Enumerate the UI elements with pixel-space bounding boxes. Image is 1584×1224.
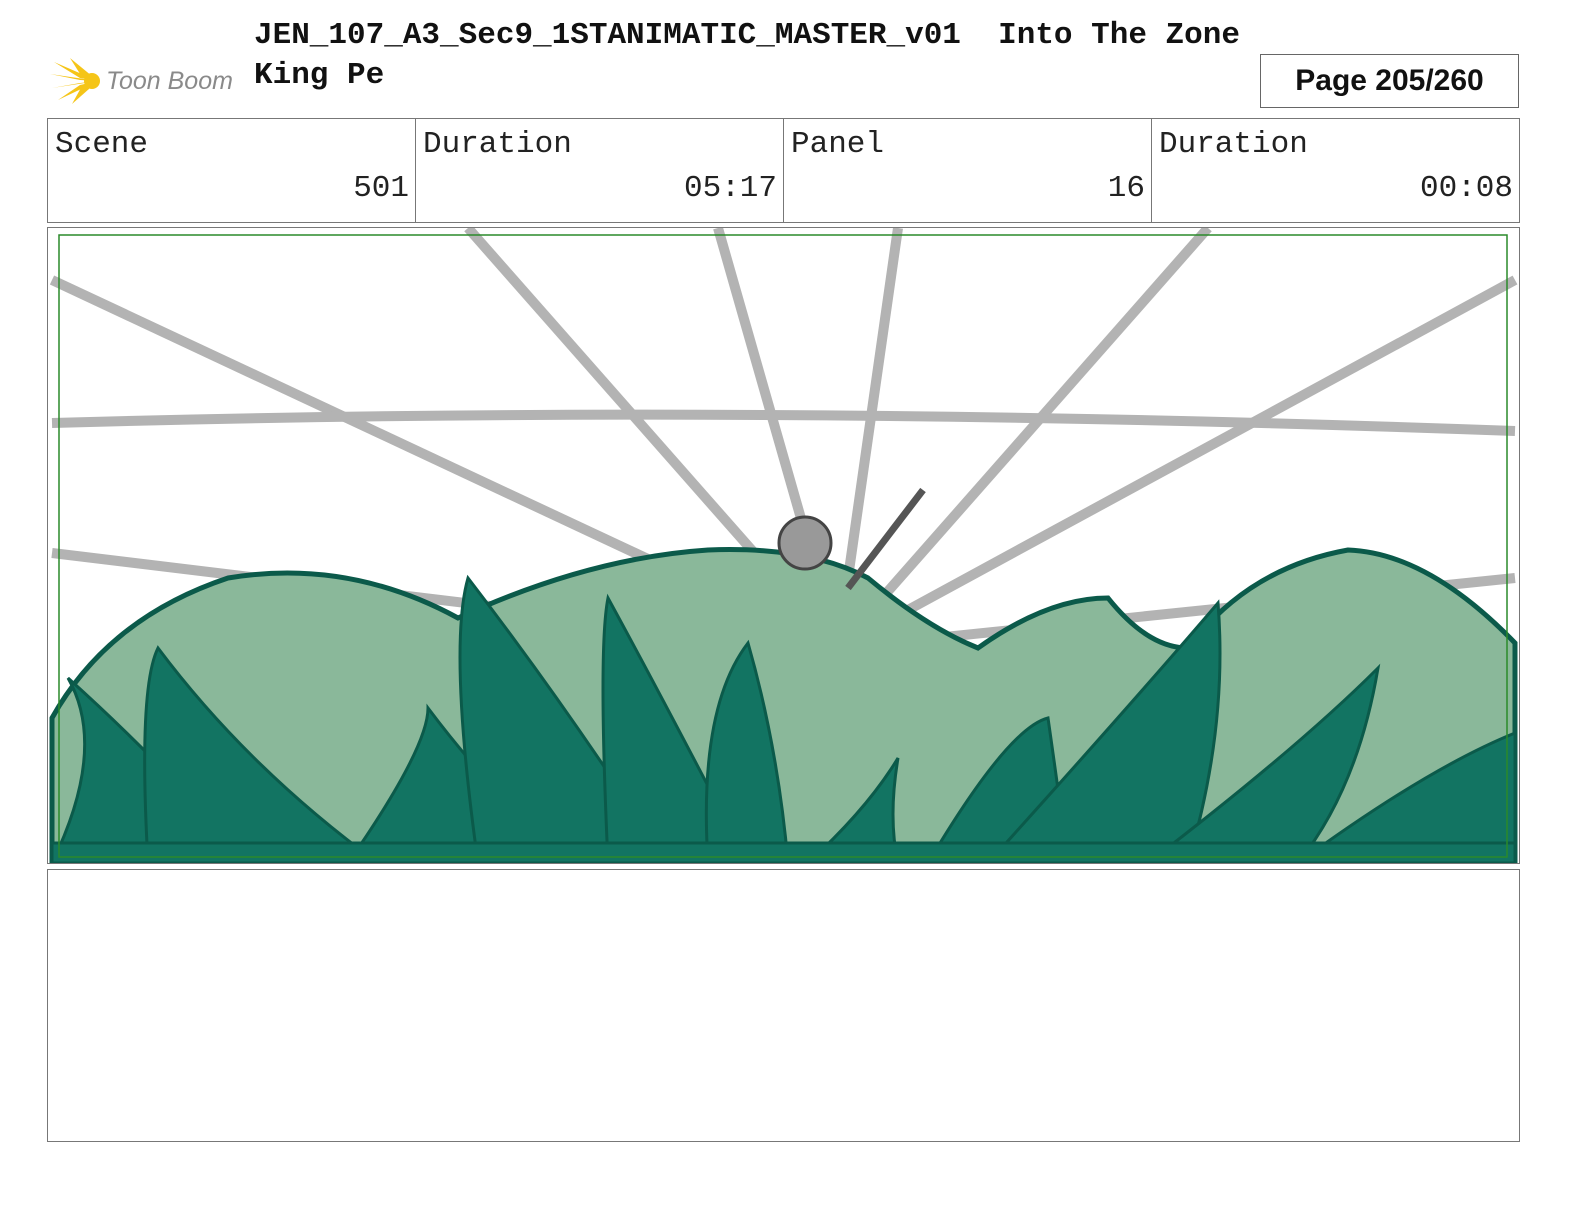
panel-label: Panel — [791, 127, 885, 162]
scene-duration-cell: Duration 05:17 — [416, 119, 784, 222]
foreground-foliage — [50, 574, 1517, 863]
panel-drawing — [49, 228, 1518, 863]
scene-cell: Scene 501 — [48, 119, 416, 222]
sword-and-shield — [777, 487, 926, 591]
scene-value: 501 — [353, 171, 409, 206]
starburst-icon — [50, 58, 100, 104]
panel-duration-label: Duration — [1159, 127, 1308, 162]
panel-notes-area[interactable] — [47, 869, 1520, 1142]
panel-duration-value: 00:08 — [1419, 171, 1513, 206]
panel-cell: Panel 16 — [784, 119, 1152, 222]
scene-duration-label: Duration — [423, 127, 572, 162]
scene-label: Scene — [55, 127, 149, 162]
document-title: JEN_107_A3_Sec9_1STANIMATIC_MASTER_v01 I… — [254, 18, 1259, 93]
safe-frame — [58, 234, 1508, 858]
panel-value: 16 — [1107, 171, 1145, 206]
panel-duration-cell: Duration 00:08 — [1152, 119, 1519, 222]
toon-boom-logo: Toon Boom — [50, 56, 240, 106]
storyboard-panel-image — [47, 227, 1520, 864]
page-number: Page 205/260 — [1260, 54, 1519, 108]
scene-duration-value: 05:17 — [683, 171, 777, 206]
logo-text: Toon Boom — [106, 66, 233, 95]
scene-info-table: Scene 501 Duration 05:17 Panel 16 Duration 0… — [47, 118, 1520, 223]
